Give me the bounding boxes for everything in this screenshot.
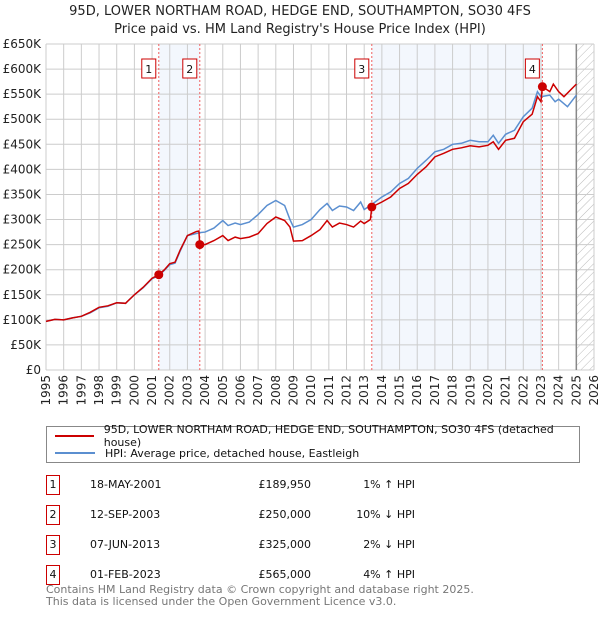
chart-svg: £0 £50K £100K £150K £200K £250K £300K £350K £400… bbox=[3, 37, 600, 406]
sale-row: 1 18-MAY-2001 £189,950 1% ↑ HPI bbox=[46, 475, 426, 495]
legend-swatch-blue bbox=[55, 452, 95, 454]
x-tick-label: 2021 bbox=[499, 375, 513, 406]
y-tick-label: £650K bbox=[3, 37, 43, 51]
x-tick-label: 2008 bbox=[269, 375, 283, 406]
sale-point-1 bbox=[154, 270, 164, 280]
y-tick-label: £250K bbox=[3, 238, 43, 252]
y-tick-label: £600K bbox=[3, 62, 43, 76]
sale-label-box-4 bbox=[524, 58, 540, 79]
y-tick-label: £200K bbox=[3, 263, 43, 277]
y-tick-label: £550K bbox=[3, 87, 43, 101]
footer-copyright: Contains HM Land Registry data © Crown c… bbox=[46, 583, 474, 596]
x-tick-label: 2023 bbox=[534, 375, 548, 406]
x-tick-label: 2012 bbox=[340, 375, 354, 406]
sale-hpi-diff: 2% ↓ HPI bbox=[363, 538, 415, 551]
y-tick-label: £50K bbox=[10, 338, 42, 352]
sale-point-3 bbox=[367, 202, 377, 212]
sale-number: 4 bbox=[46, 565, 60, 585]
y-tick-label: £150K bbox=[3, 288, 43, 302]
x-tick-label: 2005 bbox=[216, 375, 230, 406]
legend: 95D, LOWER NORTHAM ROAD, HEDGE END, SOUT… bbox=[46, 423, 580, 463]
legend-swatch-red bbox=[55, 435, 94, 437]
sale-label-4: 4 bbox=[529, 63, 536, 76]
x-tick-label: 2010 bbox=[304, 375, 318, 406]
x-tick-label: 1998 bbox=[92, 375, 106, 406]
sale-label-box-3 bbox=[354, 58, 370, 79]
y-tick-label: £0 bbox=[26, 363, 41, 377]
footer-licence: This data is licensed under the Open Gov… bbox=[46, 595, 397, 608]
x-tick-label: 2003 bbox=[180, 375, 194, 406]
chart-title: 95D, LOWER NORTHAM ROAD, HEDGE END, SOUT… bbox=[69, 4, 531, 19]
x-tick-label: 2016 bbox=[410, 375, 424, 406]
forecast-hatch bbox=[576, 44, 594, 370]
sale-price: £325,000 bbox=[258, 538, 312, 551]
sale-row: 2 12-SEP-2003 £250,000 10% ↓ HPI bbox=[46, 505, 426, 525]
x-tick-label: 2006 bbox=[233, 375, 247, 406]
sale-row: 4 01-FEB-2023 £565,000 4% ↑ HPI bbox=[46, 565, 426, 585]
sale-point-4 bbox=[537, 82, 547, 92]
x-tick-label: 2004 bbox=[198, 375, 212, 406]
x-tick-label: 2020 bbox=[481, 375, 495, 406]
sale-date: 07-JUN-2013 bbox=[90, 538, 161, 551]
legend-label-hpi: HPI: Average price, detached house, East… bbox=[105, 446, 360, 460]
x-tick-label: 2009 bbox=[286, 375, 300, 406]
y-tick-label: £350K bbox=[3, 187, 43, 201]
sale-price: £250,000 bbox=[258, 508, 312, 521]
sale-date: 01-FEB-2023 bbox=[90, 568, 161, 581]
series-line-property bbox=[45, 82, 577, 323]
sale-number: 1 bbox=[46, 475, 60, 495]
sale-hpi-diff: 10% ↓ HPI bbox=[356, 508, 415, 521]
x-tick-label: 2007 bbox=[251, 375, 265, 406]
sale-hpi-diff: 1% ↑ HPI bbox=[363, 478, 415, 491]
x-tick-label: 1996 bbox=[57, 375, 71, 406]
sale-row: 3 07-JUN-2013 £325,000 2% ↓ HPI bbox=[46, 535, 426, 555]
x-tick-label: 2026 bbox=[587, 375, 600, 406]
x-tick-label: 2000 bbox=[127, 375, 141, 406]
sale-label-3: 3 bbox=[358, 63, 365, 76]
x-tick-label: 2001 bbox=[145, 375, 159, 406]
sale-hpi-diff: 4% ↑ HPI bbox=[363, 568, 415, 581]
x-tick-label: 2011 bbox=[322, 375, 336, 406]
x-tick-label: 1997 bbox=[74, 375, 88, 406]
sale-label-box-2 bbox=[182, 58, 198, 79]
x-tick-label: 2019 bbox=[463, 375, 477, 406]
x-tick-label: 2017 bbox=[428, 375, 442, 406]
y-tick-label: £100K bbox=[3, 313, 43, 327]
chart-subtitle: Price paid vs. HM Land Registry's House … bbox=[114, 22, 486, 37]
x-tick-label: 2013 bbox=[357, 375, 371, 406]
x-tick-label: 2025 bbox=[569, 375, 583, 406]
x-tick-label: 1999 bbox=[110, 375, 124, 406]
sale-label-1: 1 bbox=[145, 63, 152, 76]
sale-number: 3 bbox=[46, 535, 60, 555]
sale-date: 18-MAY-2001 bbox=[90, 478, 162, 491]
sale-number: 2 bbox=[46, 505, 60, 525]
y-tick-label: £450K bbox=[3, 137, 43, 151]
sale-price: £189,950 bbox=[258, 478, 312, 491]
shade-sale-1-2 bbox=[158, 44, 200, 370]
legend-label-property: 95D, LOWER NORTHAM ROAD, HEDGE END, SOUT… bbox=[103, 423, 554, 449]
x-tick-label: 1995 bbox=[39, 375, 53, 406]
x-tick-label: 2015 bbox=[393, 375, 407, 406]
y-tick-label: £500K bbox=[3, 112, 43, 126]
sale-date: 12-SEP-2003 bbox=[90, 508, 161, 521]
sale-point-2 bbox=[195, 240, 205, 250]
sale-price: £565,000 bbox=[258, 568, 312, 581]
x-tick-label: 2014 bbox=[375, 375, 389, 406]
x-tick-label: 2024 bbox=[552, 375, 566, 406]
sale-label-box-1 bbox=[141, 58, 157, 79]
x-tick-label: 2018 bbox=[446, 375, 460, 406]
y-tick-label: £400K bbox=[3, 162, 43, 176]
x-tick-label: 2002 bbox=[163, 375, 177, 406]
x-tick-label: 2022 bbox=[516, 375, 530, 406]
sale-label-2: 2 bbox=[186, 63, 193, 76]
y-tick-label: £300K bbox=[3, 213, 43, 227]
shade-sale-3-4 bbox=[371, 44, 543, 370]
